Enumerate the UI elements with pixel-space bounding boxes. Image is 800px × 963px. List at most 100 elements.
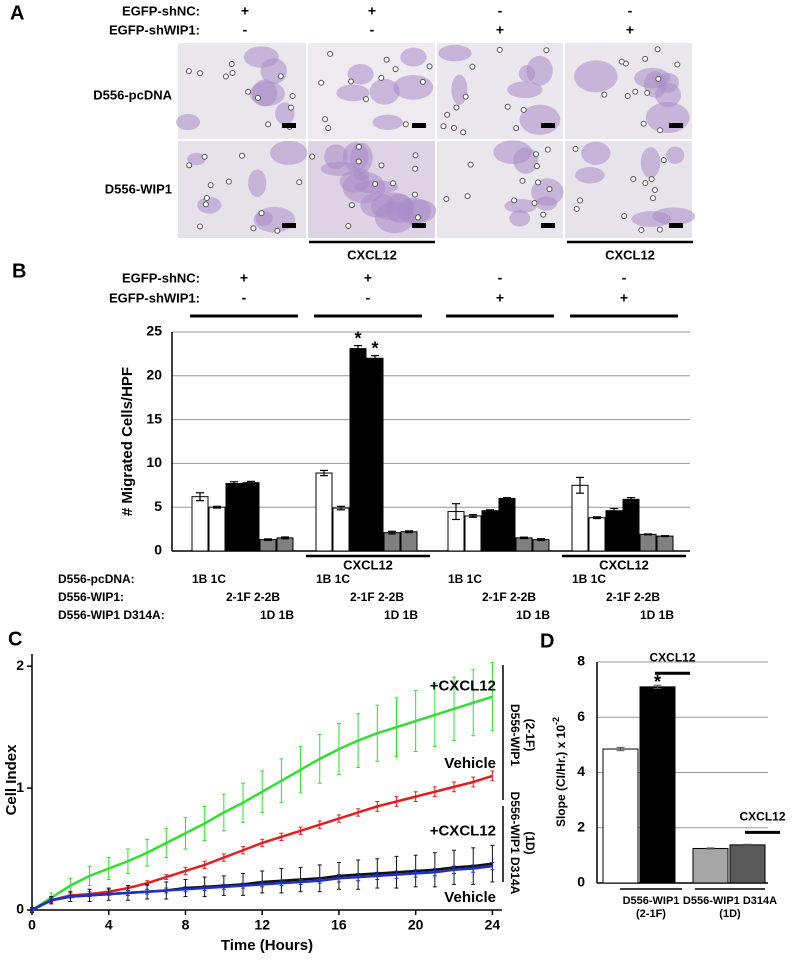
pore <box>657 127 664 134</box>
group-label: (1D) <box>523 831 537 854</box>
condition-sign: - <box>628 3 633 19</box>
error-bar <box>388 530 396 535</box>
pore <box>469 63 476 70</box>
significance-mark: * <box>654 672 661 692</box>
cell <box>509 210 531 227</box>
pore <box>203 195 210 202</box>
y-tick-label: 6 <box>577 708 585 724</box>
bar <box>383 532 401 552</box>
pore <box>660 157 667 164</box>
cell <box>249 81 285 107</box>
pore <box>535 179 542 186</box>
treatment-label: CXCL12 <box>343 557 393 572</box>
bar <box>602 748 639 884</box>
error-bar <box>616 746 625 752</box>
pore <box>440 123 447 130</box>
row-label: D556-pcDNA <box>93 87 172 102</box>
error-bar <box>661 535 669 538</box>
panel-letter: C <box>8 628 22 650</box>
pore <box>415 214 422 221</box>
pore <box>630 176 637 183</box>
cell <box>575 166 605 184</box>
pore <box>621 213 628 220</box>
pore <box>355 143 362 150</box>
series-annotation: Vehicle <box>444 755 496 772</box>
pore <box>392 66 399 73</box>
pore <box>462 93 469 100</box>
treatment-label: CXCL12 <box>347 247 397 262</box>
error-bar <box>196 492 204 502</box>
bar <box>622 498 640 552</box>
bar <box>259 539 277 552</box>
pore <box>362 96 369 103</box>
pore <box>572 145 579 152</box>
treatment-label: CXCL12 <box>599 557 649 572</box>
bar <box>571 484 589 552</box>
pore <box>519 177 526 184</box>
pore <box>444 111 451 118</box>
error-bar <box>354 344 362 353</box>
pore <box>426 63 433 70</box>
pore <box>274 227 281 234</box>
pore <box>196 223 203 230</box>
micrographs <box>175 43 696 238</box>
bar <box>225 483 243 552</box>
bar <box>639 533 657 552</box>
bar <box>366 357 384 552</box>
condition-sign: + <box>240 270 248 286</box>
cell <box>187 153 206 166</box>
pore <box>655 75 662 82</box>
treatment-label: CXCL12 <box>649 650 695 664</box>
condition-sign: - <box>498 270 503 286</box>
y-tick-label: 15 <box>146 410 162 426</box>
bar <box>400 531 418 552</box>
pore <box>618 58 625 65</box>
pore <box>531 200 538 207</box>
pore <box>372 180 379 187</box>
bar-label: 1D 1B <box>384 608 418 622</box>
error-bar <box>264 538 272 541</box>
y-tick-label: 4 <box>577 763 585 779</box>
scale-bar <box>541 223 555 228</box>
cell <box>197 196 222 214</box>
y-tick-label: 10 <box>146 454 162 470</box>
pore <box>185 68 192 75</box>
pore <box>348 202 355 209</box>
error-bar <box>503 496 511 500</box>
pore <box>467 161 474 168</box>
condition-sign: + <box>496 290 504 306</box>
row-label: D556-WIP1 <box>105 181 172 196</box>
y-axis-label: Slope (CI/Hr.) x 10-2 <box>551 717 568 827</box>
treatment-label: CXCL12 <box>739 809 785 823</box>
error-bar <box>452 503 460 521</box>
error-bar <box>405 530 413 534</box>
pore <box>651 186 658 193</box>
pore <box>201 153 208 160</box>
cell <box>347 64 374 85</box>
error-bar <box>520 536 528 540</box>
bar-label: 1D 1B <box>260 608 294 622</box>
cell <box>451 74 468 105</box>
pore <box>532 151 539 158</box>
pore <box>540 211 547 218</box>
group-label: D556-WIP1 <box>623 895 680 907</box>
scale-bar <box>669 123 683 128</box>
pore <box>277 73 284 80</box>
pore <box>601 91 608 98</box>
x-tick-label: 4 <box>105 917 113 933</box>
pore <box>544 146 551 153</box>
cell <box>372 114 403 130</box>
y-tick-label: 1 <box>16 779 24 795</box>
scale-bar <box>412 123 426 128</box>
condition-sign: + <box>626 22 634 38</box>
cell <box>393 74 434 100</box>
cell <box>574 60 618 93</box>
pore <box>202 201 209 208</box>
pore <box>577 197 584 204</box>
x-tick-label: 8 <box>182 917 190 933</box>
pore <box>648 176 655 183</box>
x-tick-label: 20 <box>408 917 424 933</box>
bar-label: 2-1F 2-2B <box>482 590 536 604</box>
y-tick-label: 20 <box>146 367 162 383</box>
